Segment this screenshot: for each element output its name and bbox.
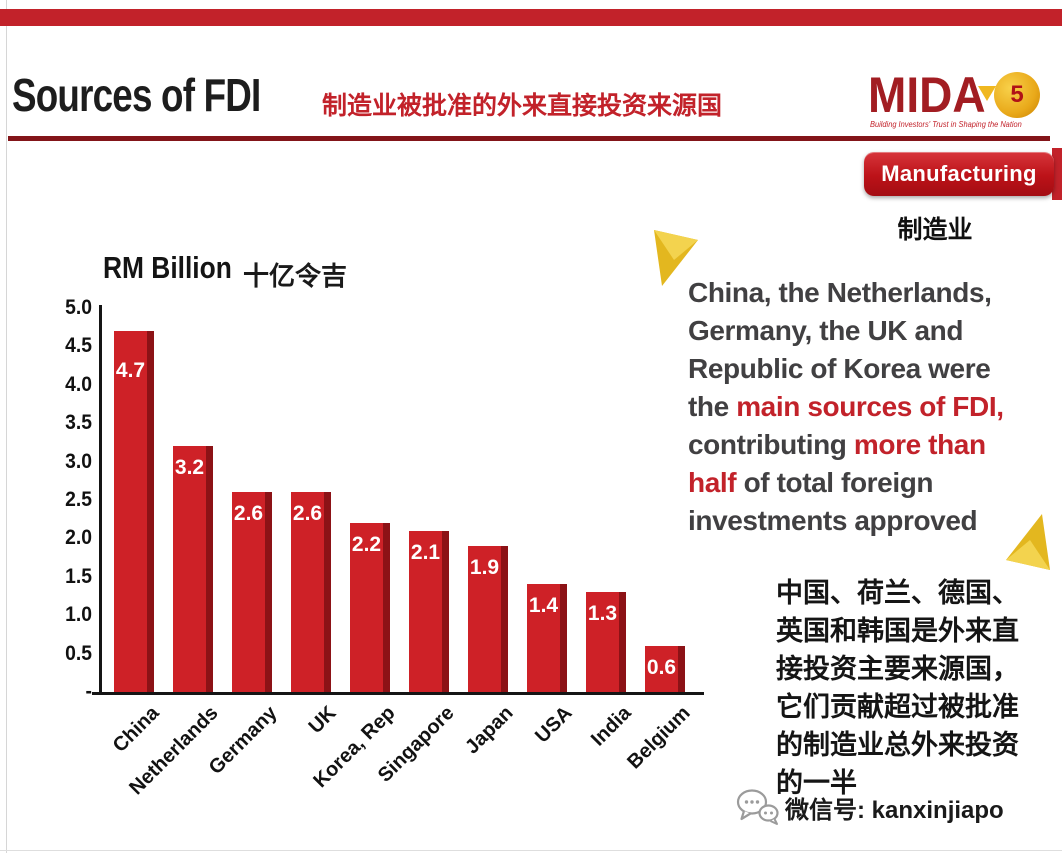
- logo-gold-badge: 5: [994, 72, 1040, 118]
- manufacturing-tag-label-zh: 制造业: [897, 216, 973, 244]
- y-axis-line: [99, 305, 102, 694]
- bar-value-label: 0.6: [646, 655, 677, 679]
- page-subtitle-zh: 制造业被批准的外来直接投资来源国: [322, 92, 723, 120]
- y-tick-label: 4.5: [65, 334, 92, 358]
- y-tick-label: 4.0: [65, 372, 92, 396]
- annotation-zh-line: 中国、荷兰、德国、: [776, 578, 1019, 608]
- annotation-text: contributing: [688, 429, 854, 460]
- y-tick-label: 1.0: [65, 603, 92, 627]
- annotation-highlight-text: more than: [853, 429, 986, 460]
- slide-bottom-edge: [0, 850, 1062, 851]
- bar-value-label: 4.7: [115, 359, 146, 383]
- bar-china: 4.7: [114, 331, 154, 692]
- annotation-text: Republic of Korea were: [688, 353, 991, 384]
- slide-left-edge: [6, 0, 7, 853]
- wechat-icon: [736, 789, 779, 825]
- y-tick-label: 2.0: [65, 526, 92, 550]
- bar-belgium: 0.6: [645, 645, 685, 692]
- annotation-en-line: China, the Netherlands,: [688, 274, 1040, 312]
- bar-germany: 2.6: [232, 492, 272, 692]
- annotation-zh-line: 的一半: [776, 768, 857, 798]
- wechat-footer: 微信号: kanxinjiapo: [735, 788, 1004, 826]
- bar-value-label: 2.2: [351, 533, 382, 557]
- annotation-highlight-text: main sources of FDI,: [736, 391, 1004, 422]
- y-tick-label: 1.5: [65, 564, 92, 588]
- logo-badge-number: 5: [1010, 81, 1024, 108]
- annotation-highlight-text: half: [688, 467, 737, 498]
- annotation-en-line: half of total foreign: [688, 464, 1040, 502]
- bar-value-label: 2.6: [233, 502, 264, 526]
- manufacturing-tag: Manufacturing: [864, 152, 1054, 196]
- bar-value-label: 2.1: [410, 540, 441, 564]
- annotation-text: investments approved: [688, 505, 978, 536]
- bar-singapore: 2.1: [409, 530, 449, 692]
- bar-value-label: 3.2: [174, 456, 205, 480]
- annotation-zh-line: 的制造业总外来投资: [776, 730, 1019, 760]
- annotation-text: China, the Netherlands,: [688, 277, 992, 308]
- page-title: Sources of FDI: [12, 69, 261, 121]
- logo-wordmark: MIDA: [868, 67, 986, 123]
- annotation-zh-line: 接投资主要来源国，: [776, 654, 1019, 684]
- top-red-bar: [0, 9, 1062, 26]
- annotation-text: the: [688, 391, 737, 422]
- bar-korea-rep: 2.2: [350, 523, 390, 692]
- right-edge-red-strip: [1052, 148, 1062, 200]
- bar-japan: 1.9: [468, 546, 508, 692]
- logo-tagline: Building Investors' Trust in Shaping the…: [870, 120, 1022, 129]
- annotation-en-line: contributing more than: [688, 426, 1040, 464]
- y-tick-label: 3.5: [65, 411, 92, 435]
- bar-uk: 2.6: [291, 492, 331, 692]
- annotation-en-line: Germany, the UK and: [688, 312, 1040, 350]
- x-axis-line: [92, 692, 704, 695]
- chart-title: RM Billion: [103, 250, 232, 285]
- logo-gold-triangle-icon: [978, 86, 996, 101]
- chart-title-zh: 十亿令吉: [243, 261, 348, 291]
- title-divider-rule: [8, 136, 1050, 141]
- bar-value-label: 1.4: [528, 594, 559, 618]
- annotation-zh-line: 英国和韩国是外来直: [776, 616, 1019, 646]
- bar-value-label: 2.6: [292, 502, 323, 526]
- bar-value-label: 1.3: [587, 602, 618, 626]
- manufacturing-tag-label: Manufacturing: [881, 161, 1037, 186]
- y-tick-label: 2.5: [65, 488, 92, 511]
- y-tick-label: 0.5: [65, 641, 92, 665]
- annotation-zh-line: 它们贡献超过被批准: [776, 692, 1019, 722]
- y-tick-label: 3.0: [65, 449, 92, 473]
- wechat-handle: 微信号: kanxinjiapo: [785, 796, 1004, 824]
- gold-triangle-bottom-icon: [1006, 514, 1050, 570]
- y-tick-label: 5.0: [65, 296, 92, 319]
- annotation-text: of total foreign: [736, 467, 934, 498]
- annotation-english: China, the Netherlands, Germany, the UK a…: [688, 274, 1040, 540]
- annotation-en-line: Republic of Korea were: [688, 350, 1040, 388]
- annotation-text: Germany, the UK and: [688, 315, 964, 346]
- mida-logo: 5 MIDA Building Investors' Trust in Shap…: [868, 67, 1062, 132]
- bar-india: 1.3: [586, 592, 626, 692]
- bar-usa: 1.4: [527, 584, 567, 692]
- gold-triangle-top-icon: [654, 230, 698, 286]
- bar-value-label: 1.9: [469, 556, 500, 580]
- annotation-en-line: investments approved: [688, 502, 1040, 540]
- bar-netherlands: 3.2: [173, 446, 213, 692]
- annotation-en-line: the main sources of FDI,: [688, 388, 1040, 426]
- y-tick-label: -: [85, 680, 92, 703]
- annotation-chinese: 中国、荷兰、德国、 英国和韩国是外来直 接投资主要来源国， 它们贡献超过被批准 的制造业…: [776, 574, 1048, 802]
